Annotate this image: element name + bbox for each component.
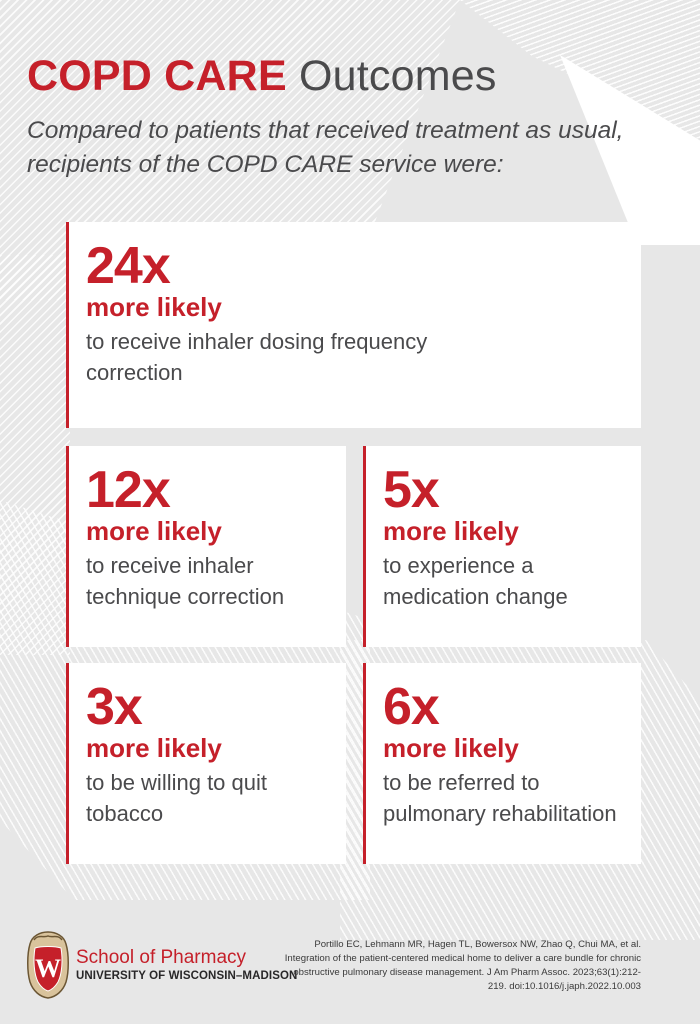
uw-school-of-pharmacy-logo: W School of Pharmacy UNIVERSITY OF WISCO… [26, 930, 297, 1000]
stat-card-6x: 6x more likely to be referred to pulmona… [363, 663, 641, 864]
stat-label: more likely [86, 733, 222, 763]
page-subtitle: Compared to patients that received treat… [27, 117, 624, 178]
stat-description: to be willing to quit tobacco [86, 770, 267, 826]
title-rest: Outcomes [298, 52, 497, 100]
citation-text: Portillo EC, Lehmann MR, Hagen TL, Bower… [284, 939, 641, 992]
stat-card-24x: 24x more likely to receive inhaler dosin… [66, 222, 641, 428]
university-name: UNIVERSITY OF WISCONSIN–MADISON [76, 970, 298, 982]
stat-card-5x: 5x more likely to experience a medicatio… [363, 446, 641, 647]
svg-text:W: W [35, 954, 61, 983]
stat-multiplier: 6x [383, 678, 440, 736]
stat-description: to receive inhaler dosing frequency corr… [86, 329, 428, 385]
logo-text: School of Pharmacy UNIVERSITY OF WISCONS… [76, 947, 297, 983]
stat-multiplier: 24x [86, 237, 171, 295]
stat-description: to experience a medication change [383, 553, 568, 609]
stat-card-12x: 12x more likely to receive inhaler techn… [66, 446, 346, 647]
page-title: COPD CARE Outcomes [27, 50, 497, 102]
stat-description: to receive inhaler technique correction [86, 553, 285, 609]
stat-multiplier: 12x [86, 461, 171, 519]
stat-card-3x: 3x more likely to be willing to quit tob… [66, 663, 346, 864]
stat-label: more likely [86, 292, 222, 322]
stat-label: more likely [383, 733, 519, 763]
stat-multiplier: 5x [383, 461, 440, 519]
background-stripes-left [0, 255, 70, 655]
uw-crest-icon: W [27, 931, 69, 999]
stat-multiplier: 3x [86, 678, 143, 736]
stat-label: more likely [383, 516, 519, 546]
school-name: School of Pharmacy [76, 947, 247, 968]
stat-description: to be referred to pulmonary rehabilitati… [383, 770, 617, 826]
title-accent: COPD CARE [27, 52, 287, 100]
stat-label: more likely [86, 516, 222, 546]
